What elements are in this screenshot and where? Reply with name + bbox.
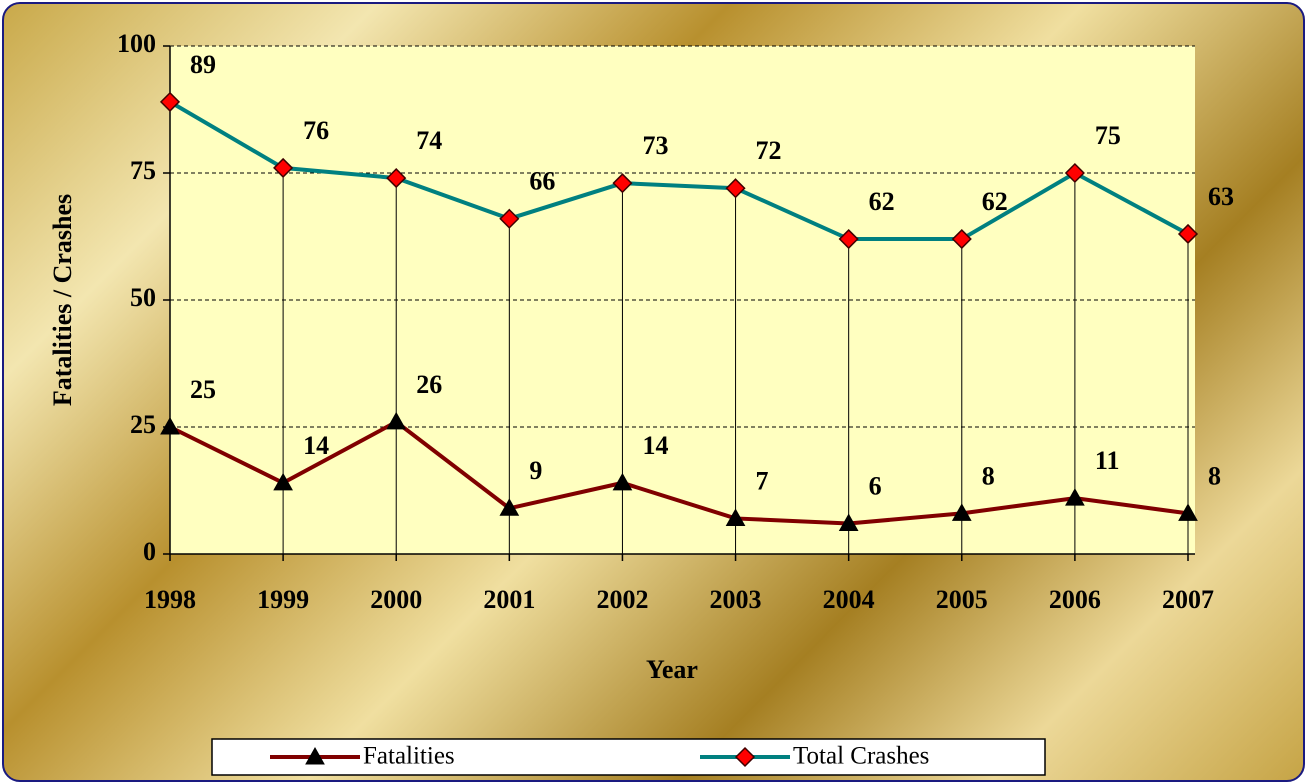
marker: [386, 168, 407, 189]
marker: [612, 173, 633, 194]
x-tick-label: 2003: [710, 585, 762, 614]
legend-label: Total Crashes: [793, 743, 929, 770]
x-tick-label: 2004: [823, 585, 875, 614]
x-tick-label: 2006: [1049, 585, 1101, 614]
data-label: 9: [529, 456, 542, 485]
legend-label: Fatalities: [363, 743, 455, 770]
data-label: 6: [869, 471, 882, 500]
marker: [725, 178, 746, 199]
x-tick-label: 2002: [596, 585, 648, 614]
series-line: [168, 100, 1189, 242]
x-axis-label: Year: [646, 655, 698, 684]
marker: [838, 228, 859, 250]
data-label: 14: [642, 431, 668, 460]
y-tick-label: 25: [130, 410, 156, 439]
marker: [838, 513, 859, 532]
legend-marker: [305, 746, 325, 765]
marker: [951, 228, 972, 250]
legend-marker: [734, 746, 756, 768]
y-axis-label: Fatalities / Crashes: [48, 194, 77, 406]
data-label: 63: [1208, 182, 1234, 211]
data-label: 11: [1095, 446, 1120, 475]
data-label: 26: [416, 370, 442, 399]
data-label: 25: [190, 375, 216, 404]
data-label: 66: [529, 167, 555, 196]
data-label: 62: [869, 187, 895, 216]
x-tick-label: 2000: [370, 585, 422, 614]
marker: [1065, 488, 1085, 506]
x-tick-label: 1998: [144, 585, 196, 614]
y-tick-label: 100: [117, 29, 156, 58]
marker: [273, 472, 293, 491]
data-label: 62: [982, 187, 1008, 216]
data-label: 72: [756, 136, 782, 165]
data-label: 74: [416, 126, 442, 155]
y-tick-label: 75: [130, 156, 156, 185]
data-label: 7: [756, 466, 769, 495]
marker: [160, 416, 180, 435]
data-label: 73: [642, 131, 668, 160]
x-tick-label: 2005: [936, 585, 988, 614]
x-tick-label: 2001: [483, 585, 535, 614]
marker: [499, 498, 520, 516]
marker: [951, 503, 972, 521]
x-tick-label: 1999: [257, 585, 309, 614]
marker: [612, 472, 633, 491]
marker: [1178, 503, 1198, 521]
marker: [273, 157, 294, 178]
y-tick-label: 0: [143, 537, 156, 566]
series-line: [169, 419, 1189, 526]
data-label: 8: [982, 461, 995, 490]
x-tick-label: 2007: [1162, 585, 1214, 614]
marker: [1064, 162, 1085, 184]
marker: [1177, 223, 1199, 245]
data-label: 14: [303, 431, 329, 460]
data-label: 75: [1095, 121, 1121, 150]
data-label: 8: [1208, 461, 1221, 490]
y-tick-label: 50: [130, 283, 156, 312]
marker: [159, 91, 181, 112]
data-label: 89: [190, 50, 216, 79]
marker: [386, 411, 407, 430]
marker: [499, 208, 520, 229]
data-label: 76: [303, 116, 329, 145]
marker: [725, 508, 746, 526]
